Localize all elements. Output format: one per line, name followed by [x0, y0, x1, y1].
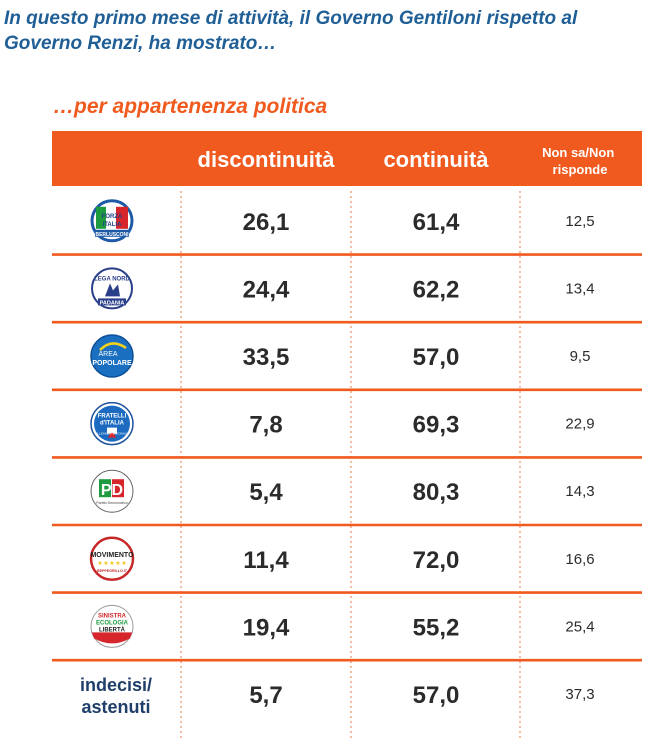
table-row: indecisi/astenuti 5,7 57,0 37,3: [80, 675, 595, 717]
logo-text-1: AREA: [98, 351, 117, 358]
value-non-sa: 22,9: [565, 416, 594, 433]
logo-arc: [99, 342, 127, 351]
logo-text-2: ITALIA: [103, 222, 123, 228]
logo-text-2: BEPPEGRILLO.IT: [97, 569, 128, 573]
flame-shape: [108, 432, 116, 438]
logo-band: [98, 298, 126, 306]
header-non-sa-line1: Non sa/Non: [542, 145, 614, 160]
header-discontinuita: discontinuità: [198, 147, 336, 172]
header-non-sa-line2: risponde: [553, 162, 608, 177]
knight-shape: [105, 283, 120, 297]
flag-white: [106, 206, 116, 229]
logo-ring: [89, 536, 135, 582]
logo-text-2: Partito Democratico: [96, 501, 128, 505]
logo-text-3: LIBERTÀ: [99, 626, 126, 633]
logo-text-1: FORZA: [102, 214, 123, 220]
value-continuita: 80,3: [413, 479, 460, 506]
logo-text-2: POPOLARE: [92, 360, 132, 367]
value-discontinuita: 24,4: [243, 276, 290, 303]
logo-text-1: PD: [101, 482, 123, 499]
area-popolare-logo-icon: AREA POPOLARE: [90, 334, 134, 378]
pd-d-block: [112, 479, 124, 498]
headline: In questo primo mese di attività, il Gov…: [4, 8, 578, 54]
header-continuita: continuità: [383, 147, 489, 172]
value-non-sa: 37,3: [565, 686, 594, 703]
logo-text-3: BERLUSCONI: [95, 232, 129, 238]
value-non-sa: 9,5: [570, 348, 591, 365]
header-bar: [52, 131, 642, 186]
flag-red: [116, 206, 128, 229]
value-discontinuita: 5,7: [249, 682, 282, 709]
logo-text-1: SINISTRA: [98, 613, 127, 619]
star-icon: ★: [103, 560, 108, 567]
value-discontinuita: 19,4: [243, 614, 290, 641]
logo-text-1: FRATELLI: [98, 414, 127, 420]
star-icon: ★: [97, 560, 102, 567]
logo-text-2: ECOLOGIA: [96, 620, 129, 626]
header-non-sa: Non sa/Non risponde: [542, 145, 618, 177]
value-non-sa: 12,5: [565, 213, 594, 230]
subtitle: …per appartenenza politica: [53, 95, 328, 118]
star-icon: ★: [109, 560, 114, 567]
value-non-sa: 14,3: [565, 483, 594, 500]
value-non-sa: 13,4: [565, 280, 594, 297]
logo-disc: [94, 405, 130, 442]
value-non-sa: 16,6: [565, 551, 594, 568]
table-row: LEGA NORD PADANIA 24,4 62,2 13,4: [52, 267, 642, 324]
value-discontinuita: 7,8: [249, 412, 282, 439]
table-row: MOVIMENTO★ ★ ★ ★ ★BEPPEGRILLO.IT 11,4 72,0 16,6: [52, 536, 642, 594]
flame-base: [107, 427, 117, 434]
logo-red-band: [92, 632, 132, 644]
logo-text-3: ALLEANZA NAZIONALE: [95, 432, 128, 436]
value-continuita: 55,2: [413, 614, 460, 641]
value-discontinuita: 11,4: [243, 547, 289, 574]
row-label-line2: astenuti: [81, 697, 150, 717]
value-continuita: 61,4: [413, 209, 460, 236]
logo-text-1: LEGA NORD: [94, 276, 130, 282]
value-continuita: 69,3: [413, 412, 460, 439]
m5s-logo-icon: MOVIMENTO★ ★ ★ ★ ★BEPPEGRILLO.IT: [89, 536, 135, 582]
value-continuita: 62,2: [413, 276, 460, 303]
value-continuita: 57,0: [413, 344, 460, 371]
table-row: AREA POPOLARE 33,5 57,0 9,5: [52, 334, 642, 392]
value-discontinuita: 26,1: [243, 209, 290, 236]
value-continuita: 57,0: [413, 682, 460, 709]
pd-logo-icon: PD Partito Democratico: [90, 469, 134, 513]
logo-text-2: PADANIA: [100, 300, 125, 306]
logo-band: [95, 229, 129, 237]
star-icon: ★: [121, 560, 126, 567]
value-continuita: 72,0: [413, 547, 460, 574]
logo-text-1: MOVIMENTO: [90, 552, 134, 559]
value-discontinuita: 5,4: [249, 479, 283, 506]
table-row: FORZA ITALIA BERLUSCONI 26,1 61,4 12,5: [52, 199, 642, 256]
value-discontinuita: 33,5: [243, 344, 290, 371]
forza-italia-logo-icon: FORZA ITALIA BERLUSCONI: [90, 199, 134, 243]
lega-nord-logo-icon: LEGA NORD PADANIA: [91, 267, 133, 310]
table-row: PD Partito Democratico 5,4 80,3 14,3: [52, 469, 642, 527]
pd-p-block: [99, 479, 111, 498]
flag-green: [96, 206, 106, 229]
row-label-line1: indecisi/: [80, 675, 152, 695]
star-icon: ★: [115, 560, 120, 567]
value-non-sa: 25,4: [565, 618, 594, 635]
logo-text-2: d'ITALIA: [100, 421, 125, 427]
